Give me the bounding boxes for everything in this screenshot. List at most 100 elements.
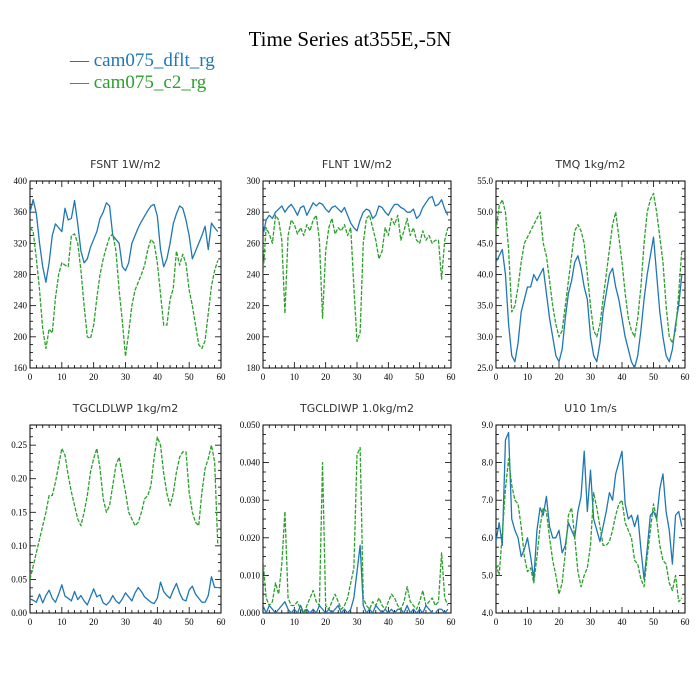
x-tick-label: 20 [321, 372, 331, 382]
y-tick-label: 6.0 [482, 533, 494, 543]
x-tick-label: 50 [649, 617, 659, 627]
x-tick-label: 60 [447, 617, 457, 627]
y-tick-label: 40.0 [477, 270, 493, 280]
x-tick-label: 10 [57, 372, 67, 382]
chart-panel: FLNT 1W/m2 0 10 20 30 40 50 60 180 200 220 240 260 28… [247, 158, 457, 382]
x-tick-label: 40 [384, 617, 394, 627]
y-tick-label: 260 [247, 238, 261, 248]
x-tick-label: 30 [121, 617, 131, 627]
y-tick-label: 400 [14, 176, 28, 186]
series-line-dflt [30, 199, 219, 283]
x-tick-label: 0 [28, 372, 33, 382]
legend-item-c2: — cam075_c2_rg [70, 72, 215, 94]
series-line-c2 [30, 436, 219, 580]
y-tick-label: 45.0 [477, 238, 493, 248]
x-tick-label: 0 [261, 372, 266, 382]
x-tick-label: 10 [290, 372, 300, 382]
y-tick-label: 320 [14, 238, 28, 248]
x-tick-label: 0 [261, 617, 266, 627]
legend-item-dflt: — cam075_dflt_rg [70, 50, 215, 72]
x-tick-label: 20 [89, 617, 99, 627]
y-tick-label: 280 [247, 207, 261, 217]
series-line-c2 [30, 227, 219, 357]
y-tick-label: 0.25 [11, 440, 27, 450]
x-tick-label: 60 [681, 617, 691, 627]
y-tick-label: 0.20 [11, 474, 27, 484]
y-tick-label: 0.15 [11, 507, 27, 517]
x-tick-label: 40 [153, 617, 163, 627]
x-tick-label: 10 [57, 617, 67, 627]
x-tick-label: 50 [649, 372, 659, 382]
y-tick-label: 0.020 [240, 533, 261, 543]
chart-panel: TMQ 1kg/m2 0 10 20 30 40 50 60 25.0 30.0 35.0 40.0 4… [477, 158, 690, 382]
series-line-c2 [496, 192, 683, 344]
x-tick-label: 60 [447, 372, 457, 382]
x-tick-label: 20 [321, 617, 331, 627]
y-tick-label: 0.10 [11, 541, 27, 551]
y-tick-label: 4.0 [482, 608, 494, 618]
x-tick-label: 20 [555, 372, 565, 382]
x-tick-label: 60 [217, 372, 227, 382]
legend-label: cam075_dflt_rg [93, 50, 215, 71]
panel-title: TGCLDLWP 1kg/m2 [72, 402, 178, 415]
x-tick-label: 20 [89, 372, 99, 382]
series-line-c2 [263, 214, 449, 343]
y-tick-label: 30.0 [477, 332, 493, 342]
x-tick-label: 10 [523, 617, 533, 627]
x-tick-label: 40 [618, 617, 628, 627]
y-tick-label: 0.00 [11, 608, 27, 618]
series-line-dflt [496, 431, 683, 580]
y-tick-label: 0.000 [240, 608, 261, 618]
plot-frame [29, 424, 222, 614]
x-tick-label: 30 [353, 372, 363, 382]
y-tick-label: 240 [247, 270, 261, 280]
chart-panel: U10 1m/s 0 10 20 30 40 50 60 4.0 5.0 6.0 7.0 8.0 9.0 [482, 402, 690, 627]
y-tick-label: 360 [14, 207, 28, 217]
series-line-dflt [30, 576, 218, 606]
y-tick-label: 50.0 [477, 207, 493, 217]
x-tick-label: 30 [353, 617, 363, 627]
series-line-c2 [496, 458, 683, 603]
chart-panel: TGCLDIWP 1.0kg/m2 0 10 20 30 40 50 60 0.000 0.010… [240, 402, 456, 627]
x-tick-label: 10 [290, 617, 300, 627]
x-tick-label: 30 [586, 372, 596, 382]
y-tick-label: 0.05 [11, 574, 27, 584]
panel-title: U10 1m/s [564, 402, 617, 415]
x-tick-label: 40 [384, 372, 394, 382]
x-tick-label: 40 [153, 372, 163, 382]
page-title: Time Series at355E,-5N [248, 27, 452, 51]
y-tick-label: 0.050 [240, 420, 261, 430]
y-tick-label: 180 [247, 363, 261, 373]
y-tick-label: 200 [247, 332, 261, 342]
x-tick-label: 50 [185, 617, 195, 627]
x-tick-label: 0 [494, 617, 499, 627]
x-tick-label: 60 [217, 617, 227, 627]
y-tick-label: 25.0 [477, 363, 493, 373]
y-tick-label: 5.0 [482, 570, 494, 580]
panel-title: FLNT 1W/m2 [322, 158, 392, 171]
y-tick-label: 8.0 [482, 458, 494, 468]
legend-line-icon: — [70, 50, 89, 71]
series-line-c2 [263, 446, 449, 613]
y-tick-label: 0.030 [240, 495, 261, 505]
y-tick-label: 0.040 [240, 458, 261, 468]
y-tick-label: 0.010 [240, 570, 261, 580]
legend: — cam075_dflt_rg — cam075_c2_rg [70, 50, 215, 94]
chart-panel: TGCLDLWP 1kg/m2 0 10 20 30 40 50 60 0.00 0.05 0.10… [11, 402, 226, 627]
panel-title: FSNT 1W/m2 [90, 158, 161, 171]
x-tick-label: 40 [618, 372, 628, 382]
plot-frame [262, 424, 452, 614]
y-tick-label: 160 [14, 363, 28, 373]
x-tick-label: 50 [185, 372, 195, 382]
y-tick-label: 35.0 [477, 301, 493, 311]
x-tick-label: 30 [121, 372, 131, 382]
x-tick-label: 50 [415, 617, 425, 627]
panel-title: TMQ 1kg/m2 [554, 158, 625, 171]
y-tick-label: 200 [14, 332, 28, 342]
x-tick-label: 10 [523, 372, 533, 382]
series-line-dflt [263, 544, 449, 613]
y-tick-label: 280 [14, 270, 28, 280]
x-tick-label: 20 [555, 617, 565, 627]
x-tick-label: 0 [494, 372, 499, 382]
